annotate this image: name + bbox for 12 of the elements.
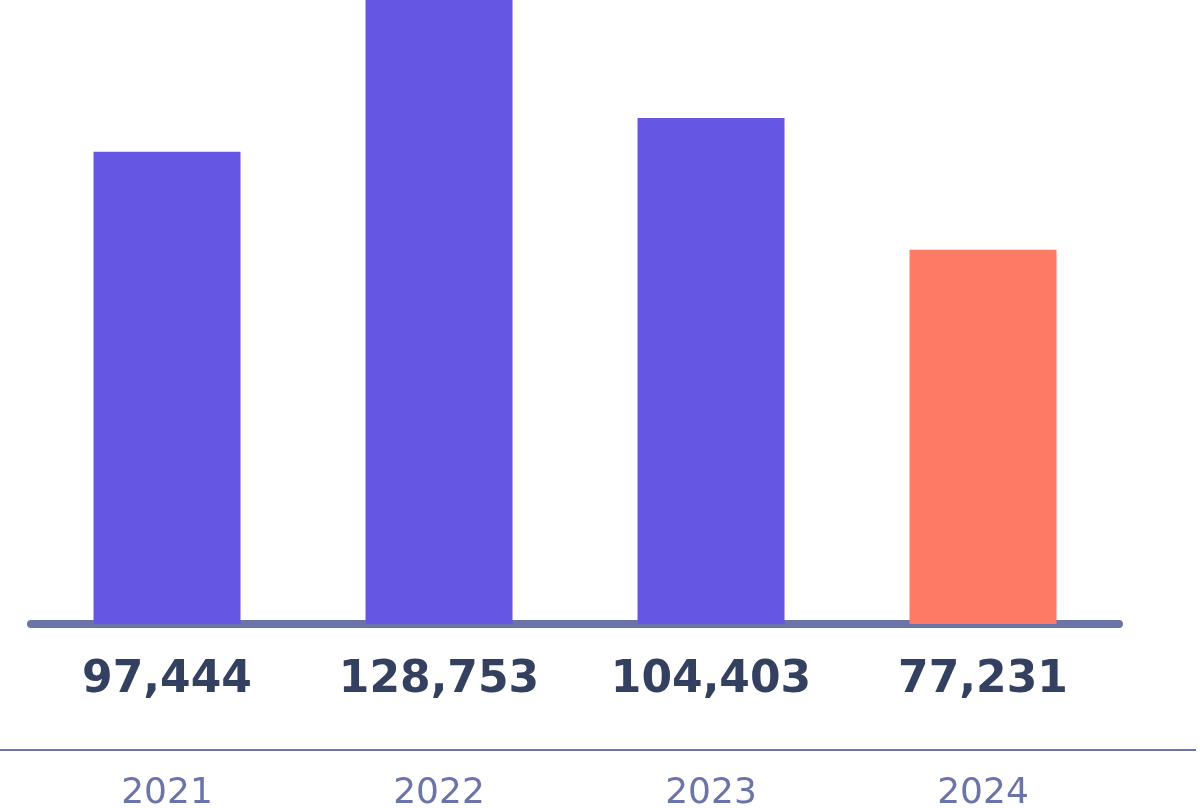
bar: [909, 249, 1057, 624]
bar: [365, 0, 513, 624]
x-tick-label: 2023: [665, 769, 757, 808]
x-tick-label: 2021: [121, 769, 213, 808]
bar: [93, 151, 241, 624]
data-label: 104,403: [610, 650, 812, 702]
data-label: 128,753: [338, 650, 540, 702]
x-tick-label: 2022: [393, 769, 485, 808]
x-tick-label: 2024: [937, 769, 1029, 808]
data-label: 77,231: [898, 650, 1068, 702]
data-label: 97,444: [82, 650, 252, 702]
bar: [637, 118, 785, 624]
